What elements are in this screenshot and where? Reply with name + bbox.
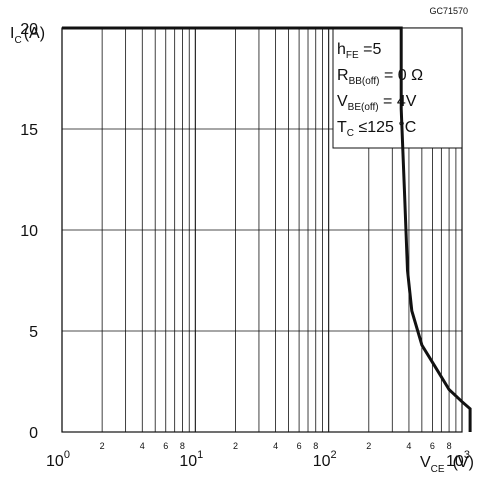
x-minor-tick-label: 6 xyxy=(163,441,168,451)
x-tick-label: 101 xyxy=(179,449,203,470)
legend-entry: VBE(off) = 4V xyxy=(337,93,417,113)
x-minor-tick-label: 4 xyxy=(273,441,278,451)
y-tick-label: 10 xyxy=(20,223,38,240)
x-tick-labels: 100 101 102 103 2 4 6 8 2 4 6 8 2 4 6 8 xyxy=(46,441,470,470)
x-minor-tick-label: 2 xyxy=(100,441,105,451)
y-axis-label: IC (A) xyxy=(10,25,45,46)
legend-box xyxy=(332,27,463,149)
x-tick-label: 103 xyxy=(446,449,470,470)
x-minor-tick-label: 8 xyxy=(313,441,318,451)
series-line xyxy=(62,26,472,432)
y-tick-label: 5 xyxy=(29,324,38,341)
x-minor-tick-label: 6 xyxy=(430,441,435,451)
y-tick-labels: 0 5 10 15 20 xyxy=(20,21,38,442)
x-minor-tick-label: 6 xyxy=(297,441,302,451)
legend-entry: hFE =5 xyxy=(337,41,381,61)
x-minor-tick-label: 8 xyxy=(447,441,452,451)
x-axis-label: VCE (V) xyxy=(420,454,474,475)
x-minor-tick-label: 2 xyxy=(233,441,238,451)
x-tick-label: 102 xyxy=(313,449,337,470)
x-minor-tick-label: 8 xyxy=(180,441,185,451)
x-tick-label: 100 xyxy=(46,449,70,470)
x-minor-tick-label: 4 xyxy=(406,441,411,451)
y-tick-label: 20 xyxy=(20,21,38,38)
y-tick-label: 15 xyxy=(20,122,38,139)
grid-lines xyxy=(61,27,462,433)
x-minor-tick-label: 4 xyxy=(140,441,145,451)
y-tick-label: 0 xyxy=(29,425,38,442)
figure-id: GC71570 xyxy=(429,6,468,16)
x-minor-tick-label: 2 xyxy=(366,441,371,451)
